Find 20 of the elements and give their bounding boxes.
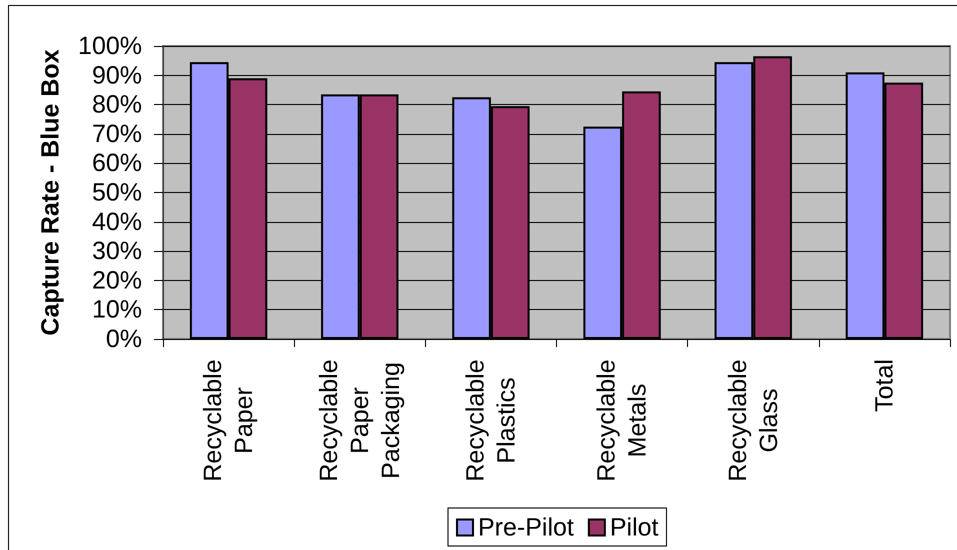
y-tick-label: 70% [92,120,142,148]
y-tick-label: 20% [92,266,142,294]
y-tick-label: 30% [92,237,142,266]
y-tick-label: 0% [106,325,142,353]
legend-label: Pre-Pilot [478,514,574,542]
y-tick-label: 100% [78,32,142,60]
x-tick-label: Recyclable Metals [592,359,652,482]
x-tick-label: Total [870,359,898,412]
y-axis-title: Capture Rate - Blue Box [36,49,64,336]
x-tick-label: Recyclable Plastics [461,359,520,482]
y-tick-label: 90% [92,61,142,90]
y-tick-label: 50% [92,178,142,206]
y-tick-label: 80% [92,90,142,119]
x-tick-label: Recyclable Paper Packaging [314,359,405,482]
y-tick-label: 60% [92,149,142,178]
x-tick-label: Recyclable Glass [724,359,783,482]
legend-label: Pilot [610,514,659,542]
y-tick-label: 40% [92,208,142,236]
y-tick-label: 10% [92,296,142,324]
x-tick-label: Recyclable Paper [199,359,258,482]
